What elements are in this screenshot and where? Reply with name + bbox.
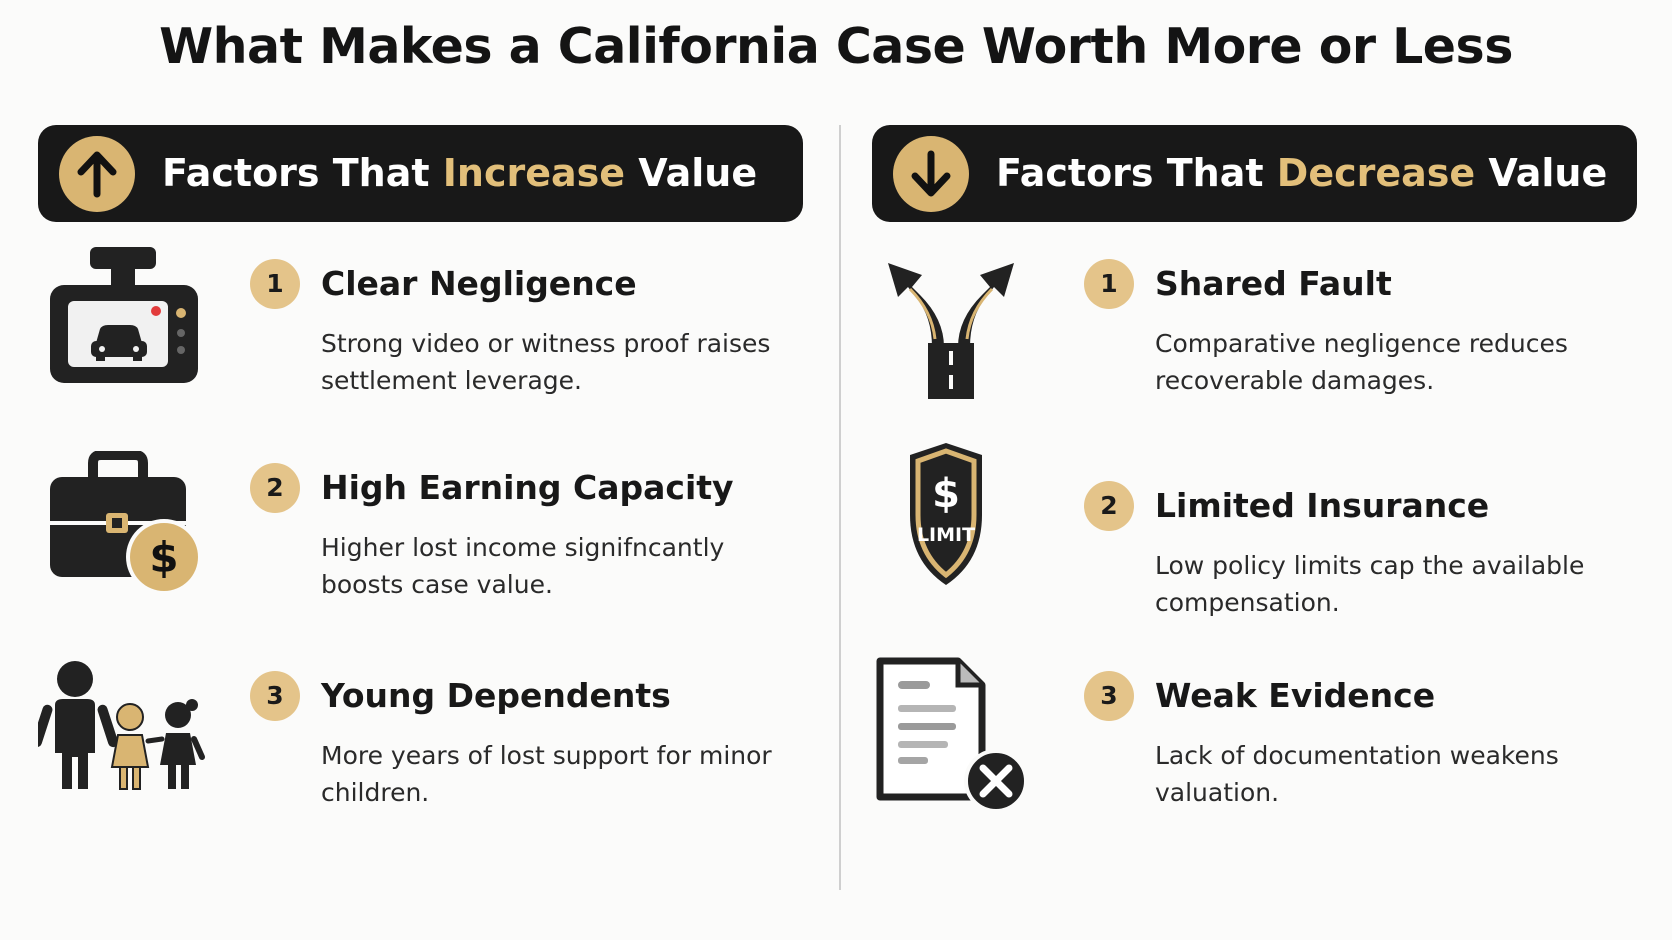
increase-factors-column: Factors That Increase Value 1 Clear: [31, 125, 803, 890]
rejected-document-icon: [872, 653, 1052, 833]
svg-text:$: $: [932, 471, 960, 517]
factor-description: Comparative negligence reduces recoverab…: [1155, 329, 1568, 395]
increase-heading: Factors That Increase Value: [162, 125, 757, 222]
arrow-up-icon: [59, 136, 135, 212]
column-divider: [839, 125, 841, 890]
increase-banner: Factors That Increase Value: [38, 125, 803, 222]
heading-prefix: Factors That: [162, 151, 443, 195]
decrease-heading: Factors That Decrease Value: [996, 125, 1607, 222]
decrease-factors-column: Factors That Decrease Value 1 Shared Fau…: [872, 125, 1637, 890]
factor-title: Limited Insurance: [1155, 486, 1490, 525]
factor-description: Higher lost income signifncantly boosts …: [321, 533, 725, 599]
factor-item: 1 Shared Fault Comparative negligence re…: [872, 247, 1637, 437]
factor-item: 3 Young Dependents More years of lost su…: [31, 659, 803, 849]
factor-number: 1: [1084, 259, 1134, 309]
factor-number: 2: [250, 463, 300, 513]
family-icon: [31, 659, 218, 839]
factor-title: Shared Fault: [1155, 264, 1392, 303]
factor-item: $ 2 High Earning Capacity Higher lost in…: [38, 450, 803, 641]
factor-item: $ LIMIT 2 Limited Insurance Low policy l…: [872, 437, 1637, 627]
factor-description: More years of lost support for minor chi…: [321, 741, 772, 807]
svg-text:$: $: [149, 533, 178, 582]
factor-description: Low policy limits cap the available comp…: [1155, 551, 1585, 617]
factor-item: 3 Weak Evidence Lack of documentation we…: [872, 653, 1637, 843]
heading-suffix: Value: [625, 151, 758, 195]
heading-accent: Increase: [442, 151, 626, 195]
factor-title: High Earning Capacity: [321, 468, 734, 507]
factor-number: 3: [250, 671, 300, 721]
page-title: What Makes a California Case Worth More …: [159, 18, 1513, 75]
factor-number: 1: [250, 259, 300, 309]
briefcase-dollar-icon: $: [38, 450, 218, 631]
factor-item: 1 Clear Negligence Strong video or witne…: [38, 247, 803, 437]
arrow-down-icon: [893, 136, 969, 212]
split-road-icon: [872, 247, 1052, 427]
limit-label: LIMIT: [917, 524, 975, 546]
factor-number: 2: [1084, 481, 1134, 531]
factor-description: Lack of documentation weakens valuation.: [1155, 741, 1559, 807]
limit-shield-icon: $ LIMIT: [872, 437, 1052, 617]
factor-number: 3: [1084, 671, 1134, 721]
factor-title: Clear Negligence: [321, 264, 637, 303]
heading-accent: Decrease: [1276, 151, 1476, 195]
factor-description: Strong video or witness proof raises set…: [321, 329, 771, 395]
heading-prefix: Factors That: [996, 151, 1277, 195]
dashcam-icon: [38, 247, 218, 427]
factor-title: Young Dependents: [321, 676, 671, 715]
decrease-banner: Factors That Decrease Value: [872, 125, 1637, 222]
heading-suffix: Value: [1475, 151, 1608, 195]
factor-title: Weak Evidence: [1155, 676, 1436, 715]
